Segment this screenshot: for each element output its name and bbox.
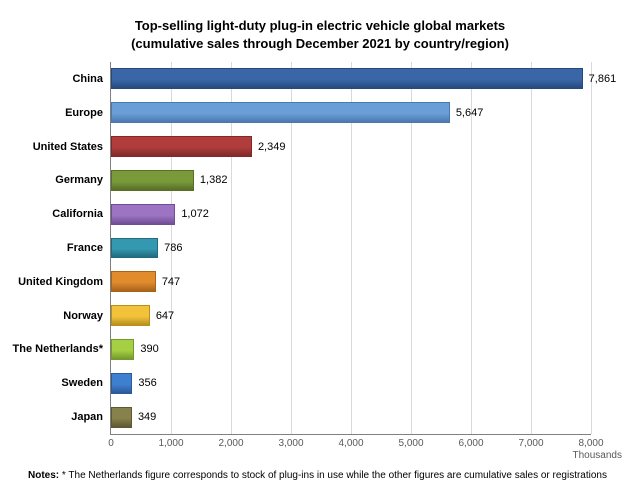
value-label: 2,349 <box>258 141 286 153</box>
bar-row: China7,861 <box>111 68 591 89</box>
bar-row: Sweden356 <box>111 373 591 394</box>
footnote-label: Notes: <box>28 470 59 481</box>
category-label: Europe <box>65 107 103 119</box>
x-tick-label: 8,000 <box>578 438 603 449</box>
bar <box>111 305 150 326</box>
value-label: 1,072 <box>181 208 209 220</box>
value-label: 5,647 <box>456 107 484 119</box>
category-label: United Kingdom <box>18 276 103 288</box>
bar-row: Japan349 <box>111 407 591 428</box>
category-label: The Netherlands* <box>13 343 103 355</box>
ev-sales-bar-chart: Top-selling light-duty plug-in electric … <box>0 0 640 504</box>
value-label: 349 <box>138 411 156 423</box>
bar <box>111 339 134 360</box>
value-label: 7,861 <box>589 73 617 85</box>
bar-row: Norway647 <box>111 305 591 326</box>
bar <box>111 373 132 394</box>
value-label: 356 <box>138 377 156 389</box>
footnote: Notes: * The Netherlands figure correspo… <box>28 470 620 481</box>
value-label: 747 <box>162 276 180 288</box>
x-tick-label: 5,000 <box>398 438 423 449</box>
bar <box>111 170 194 191</box>
category-label: United States <box>33 141 103 153</box>
value-label: 786 <box>164 242 182 254</box>
chart-title-line1: Top-selling light-duty plug-in electric … <box>0 18 640 33</box>
x-tick-label: 3,000 <box>278 438 303 449</box>
bar-row: The Netherlands*390 <box>111 339 591 360</box>
bar-row: Germany1,382 <box>111 170 591 191</box>
x-tick-label: 4,000 <box>338 438 363 449</box>
plot-area: 01,0002,0003,0004,0005,0006,0007,0008,00… <box>110 62 591 435</box>
bar-row: Europe5,647 <box>111 102 591 123</box>
value-label: 1,382 <box>200 174 228 186</box>
bar <box>111 238 158 259</box>
x-tick-label: 7,000 <box>518 438 543 449</box>
footnote-text: * The Netherlands figure corresponds to … <box>59 470 607 481</box>
category-label: China <box>72 73 103 85</box>
bar-row: California1,072 <box>111 204 591 225</box>
bar <box>111 271 156 292</box>
category-label: Germany <box>55 174 103 186</box>
category-label: California <box>52 208 103 220</box>
x-tick-label: 2,000 <box>218 438 243 449</box>
category-label: Japan <box>71 411 103 423</box>
bar-row: United States2,349 <box>111 136 591 157</box>
x-tick-label: 0 <box>108 438 114 449</box>
bar <box>111 68 583 89</box>
bar <box>111 102 450 123</box>
bar <box>111 407 132 428</box>
x-axis-unit-label: Thousands <box>573 450 622 461</box>
bar <box>111 204 175 225</box>
category-label: France <box>67 242 103 254</box>
bar-row: France786 <box>111 238 591 259</box>
category-label: Sweden <box>61 377 103 389</box>
bar-row: United Kingdom747 <box>111 271 591 292</box>
x-tick-label: 1,000 <box>158 438 183 449</box>
value-label: 647 <box>156 310 174 322</box>
gridline <box>591 62 592 434</box>
x-tick-label: 6,000 <box>458 438 483 449</box>
value-label: 390 <box>140 343 158 355</box>
chart-title-line2: (cumulative sales through December 2021 … <box>0 36 640 51</box>
category-label: Norway <box>63 310 103 322</box>
bar <box>111 136 252 157</box>
